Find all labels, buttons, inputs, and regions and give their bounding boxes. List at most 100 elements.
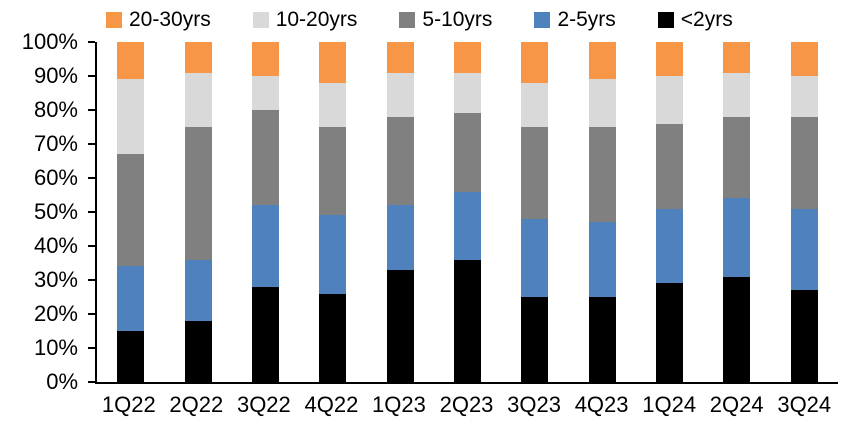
y-axis-label: 10% [33, 335, 78, 360]
bar-segment-2-5yrs [521, 218, 549, 297]
x-axis-label: 1Q24 [642, 392, 697, 417]
bar-segment--2yrs [723, 276, 751, 382]
bar-segment-5-10yrs [184, 127, 212, 260]
stacked-bar [319, 42, 347, 382]
bar-segment-20-30yrs [723, 42, 751, 73]
y-axis-tick [88, 143, 95, 145]
bar-segment-5-10yrs [790, 116, 818, 209]
bar-segment-5-10yrs [117, 154, 145, 267]
bar-segment-2-5yrs [319, 215, 347, 294]
bar-segment--2yrs [117, 331, 145, 382]
x-axis-label: 4Q23 [574, 392, 629, 417]
legend-item: 10-20yrs [252, 6, 358, 34]
bar-segment-20-30yrs [117, 42, 145, 80]
bar-segment-10-20yrs [251, 76, 279, 111]
plot-area [88, 41, 838, 384]
bar-segment--2yrs [588, 297, 616, 382]
y-axis-tick [88, 75, 95, 77]
bar-group [97, 42, 164, 382]
bar-group [636, 42, 703, 382]
legend: 20-30yrs 10-20yrs 5-10yrs 2-5yrs <2yrs [106, 6, 775, 34]
bar-group [232, 42, 299, 382]
y-axis-label: 40% [33, 233, 78, 258]
bar-segment-10-20yrs [521, 82, 549, 128]
x-axis-label: 4Q22 [304, 392, 359, 417]
bar-segment-20-30yrs [588, 42, 616, 80]
bar-segment-2-5yrs [656, 208, 684, 284]
x-axis-label: 2Q22 [169, 392, 224, 417]
legend-label: 10-20yrs [275, 8, 358, 31]
x-axis-label: 2Q23 [439, 392, 494, 417]
legend-swatch-icon [534, 12, 551, 28]
stacked-bar [251, 42, 279, 382]
bar-segment-2-5yrs [723, 198, 751, 277]
stacked-bar [656, 42, 684, 382]
bar-group [569, 42, 636, 382]
bar-segment-2-5yrs [453, 191, 481, 260]
bar-group [299, 42, 366, 382]
bar-segment-10-20yrs [723, 72, 751, 117]
bar-segment-5-10yrs [656, 123, 684, 209]
x-axis-label: 3Q24 [777, 392, 832, 417]
bar-group [164, 42, 231, 382]
stacked-bar [386, 42, 414, 382]
y-axis-tick [88, 279, 95, 281]
stacked-bar [117, 42, 145, 382]
bar-segment--2yrs [319, 293, 347, 382]
bar-segment-20-30yrs [251, 42, 279, 77]
bar-segment-20-30yrs [453, 42, 481, 73]
x-axis-label: 2Q24 [709, 392, 764, 417]
legend-swatch-icon [252, 12, 269, 28]
bar-segment-5-10yrs [319, 127, 347, 216]
bar-segment-10-20yrs [117, 79, 145, 155]
y-axis-label: 30% [33, 267, 78, 292]
x-axis-labels: 1Q22 2Q22 3Q22 4Q22 1Q23 2Q23 3Q23 4Q23 1Q24 2Q24… [95, 392, 838, 418]
bar-group [434, 42, 501, 382]
bar-segment-10-20yrs [656, 76, 684, 124]
y-axis-label: 70% [33, 131, 78, 156]
y-axis-tick [88, 109, 95, 111]
bar-group [703, 42, 770, 382]
bars [97, 42, 838, 382]
bar-segment-20-30yrs [790, 42, 818, 77]
y-axis-tick [88, 211, 95, 213]
bar-group [366, 42, 433, 382]
y-axis-tick [88, 41, 95, 43]
y-axis-tick [88, 381, 95, 383]
bar-segment--2yrs [386, 269, 414, 382]
y-axis-label: 100% [21, 29, 78, 54]
bar-segment-5-10yrs [251, 110, 279, 206]
y-axis-tick [88, 245, 95, 247]
bar-segment-5-10yrs [723, 116, 751, 199]
legend-label: 20-30yrs [129, 8, 211, 31]
bar-group [501, 42, 568, 382]
stacked-bar [521, 42, 549, 382]
x-axis-label: 3Q22 [236, 392, 291, 417]
bar-segment-10-20yrs [790, 76, 818, 117]
y-axis-label: 80% [33, 97, 78, 122]
legend-item: 5-10yrs [399, 6, 492, 34]
legend-label: 2-5yrs [557, 8, 616, 31]
bar-segment-2-5yrs [588, 222, 616, 297]
bar-segment-5-10yrs [453, 113, 481, 192]
bar-segment-20-30yrs [521, 42, 549, 83]
stacked-bar [790, 42, 818, 382]
legend-swatch-icon [657, 12, 674, 28]
bar-segment--2yrs [521, 297, 549, 382]
stacked-bar [588, 42, 616, 382]
stacked-bar [453, 42, 481, 382]
bar-segment-5-10yrs [588, 127, 616, 223]
bar-segment-5-10yrs [521, 127, 549, 219]
y-axis-label: 60% [33, 165, 78, 190]
bar-segment-10-20yrs [386, 72, 414, 117]
bar-segment-2-5yrs [117, 266, 145, 331]
y-axis-label: 0% [46, 369, 78, 394]
x-axis-label: 1Q22 [101, 392, 156, 417]
bar-segment-10-20yrs [588, 79, 616, 128]
bar-segment-10-20yrs [453, 72, 481, 114]
legend-swatch-icon [399, 12, 416, 28]
legend-item: 2-5yrs [534, 6, 616, 34]
bar-segment--2yrs [251, 286, 279, 382]
y-axis-tick [88, 347, 95, 349]
